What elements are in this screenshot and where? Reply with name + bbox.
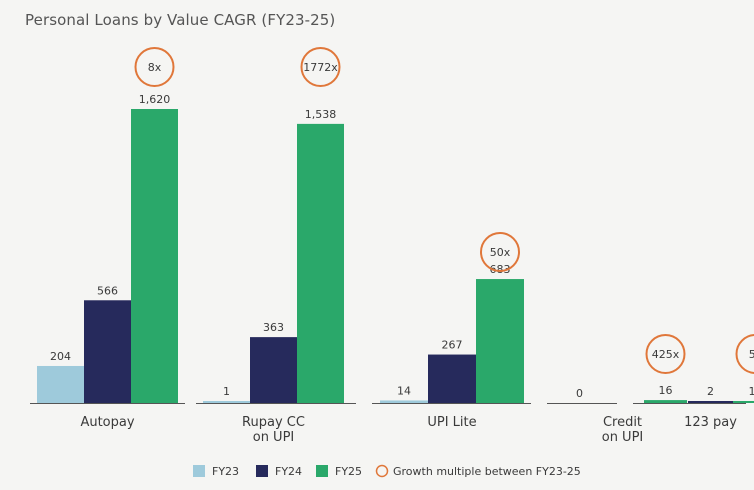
- bar-fy25-4: [733, 401, 754, 403]
- bar-fy25-3: [644, 400, 687, 403]
- bar-fy24-2: [428, 354, 476, 403]
- bar-fy25-2: [476, 279, 524, 403]
- bar-fy23-0: [37, 365, 84, 403]
- growth-badge-text-1: 1772x: [303, 61, 338, 74]
- growth-badge-circle-4: [735, 334, 754, 374]
- bar-fy25-1: [297, 123, 344, 404]
- growth-badge-circle-2: [480, 232, 520, 272]
- data-label-fy25-2: 683: [490, 263, 511, 276]
- bar-fy23-1: [203, 401, 250, 403]
- data-label-fy24-1: 363: [263, 321, 284, 334]
- category-label-3-0: Credit: [603, 415, 642, 430]
- growth-badge-text-0: 8x: [148, 61, 162, 74]
- legend-swatch-fy25: [316, 465, 328, 477]
- category-label-3-1: on UPI: [602, 430, 644, 445]
- growth-badge-circle-1: [300, 47, 341, 87]
- data-label-fy23-0: 204: [50, 350, 71, 363]
- data-label-fy23-2: 14: [397, 384, 411, 397]
- data-label-fy25-1: 1,538: [305, 108, 337, 121]
- category-label-1-1: on UPI: [253, 430, 295, 445]
- bar-fy25-0: [131, 109, 178, 403]
- legend-label-fy24: FY24: [275, 465, 302, 478]
- data-label-fy23-3: 0: [576, 387, 583, 400]
- category-label-2-0: UPI Lite: [427, 415, 476, 430]
- category-label-1-0: Rupay CC: [242, 415, 305, 430]
- data-label-fy24-2: 267: [442, 339, 463, 352]
- data-label-fy24-4: 2: [707, 385, 714, 398]
- data-label-fy25-3: 16: [659, 384, 673, 397]
- data-label-fy24-0: 566: [97, 284, 118, 297]
- legend-growth-icon: [375, 464, 389, 478]
- data-label-fy25-4: 11: [749, 385, 754, 398]
- growth-badge-text-2: 50x: [490, 246, 511, 259]
- data-label-fy23-1: 1: [223, 385, 230, 398]
- category-label-0-0: Autopay: [80, 415, 134, 430]
- legend-label-fy23: FY23: [212, 465, 239, 478]
- legend-swatch-fy23: [193, 465, 205, 477]
- bar-fy24-4: [688, 401, 733, 403]
- growth-badge-text-3: 425x: [652, 348, 680, 361]
- growth-badge-text-4: 5x: [749, 348, 754, 361]
- chart-title: Personal Loans by Value CAGR (FY23-25): [25, 11, 336, 29]
- bar-fy23-2: [380, 400, 428, 403]
- legend-label-fy25: FY25: [335, 465, 362, 478]
- growth-badge-circle-0: [134, 47, 175, 87]
- legend-label-growth: Growth multiple between FY23-25: [393, 465, 581, 478]
- growth-badge-circle-3: [645, 334, 686, 374]
- category-label-4-0: 123 pay: [684, 415, 737, 430]
- legend-swatch-fy24: [256, 465, 268, 477]
- bar-fy24-1: [250, 337, 297, 403]
- data-label-fy25-0: 1,620: [139, 93, 171, 106]
- bar-fy24-0: [84, 300, 131, 403]
